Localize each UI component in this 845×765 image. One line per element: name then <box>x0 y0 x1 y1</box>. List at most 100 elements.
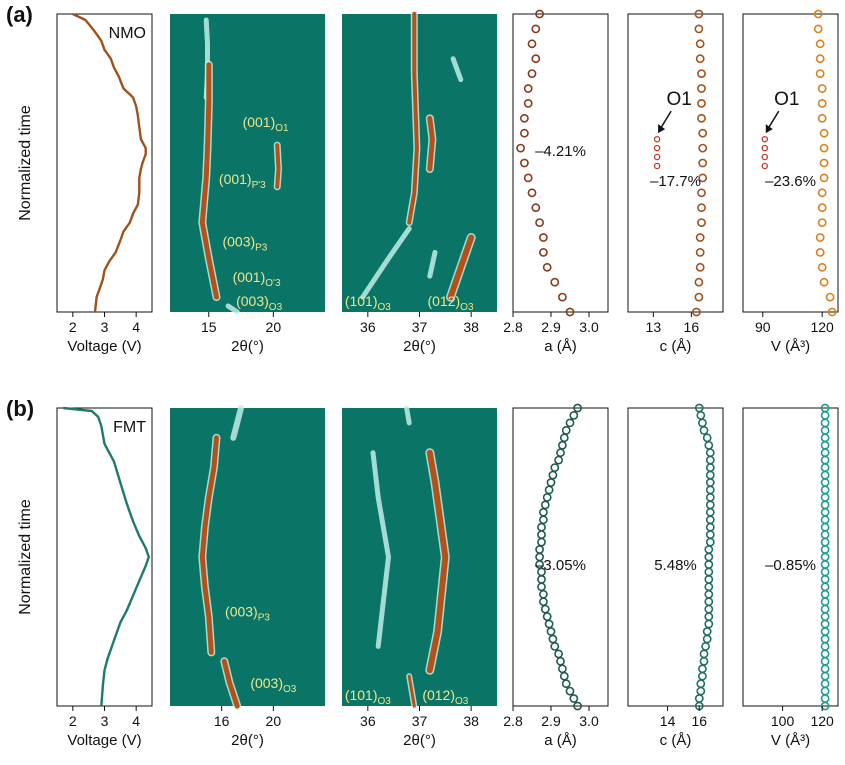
data-point <box>695 54 705 64</box>
data-point <box>698 128 708 138</box>
data-point <box>569 410 579 420</box>
change-percent: 5.48% <box>654 557 697 574</box>
data-point <box>565 686 575 696</box>
change-percent: –4.21% <box>535 143 586 160</box>
data-point <box>817 84 827 93</box>
data-point <box>550 277 560 287</box>
x-axis-label: V (Å³) <box>771 732 810 749</box>
x-tick-label: 3.0 <box>579 319 599 335</box>
annotation-hkl: (003) <box>236 293 269 309</box>
data-point <box>565 418 575 428</box>
data-point <box>699 425 709 435</box>
material-label: NMO <box>109 25 146 42</box>
data-point <box>523 84 533 93</box>
peak-trace-glow <box>230 405 244 441</box>
data-point <box>531 24 541 34</box>
data-point <box>825 292 835 302</box>
data-point <box>539 233 548 242</box>
x-axis-label: a (Å) <box>544 338 577 355</box>
x-tick-label: 3.0 <box>579 713 599 729</box>
o1-label: O1 <box>666 89 691 110</box>
voltage-curve <box>72 12 147 313</box>
annotation-hkl: (003) <box>222 233 255 249</box>
data-point <box>819 277 829 287</box>
data-point <box>523 173 533 183</box>
x-tick-label: 37 <box>412 319 428 335</box>
x-tick-label: 38 <box>463 319 479 335</box>
data-point <box>569 694 579 703</box>
x-tick-label: 120 <box>810 319 834 335</box>
annotation-phase: O3 <box>378 696 392 707</box>
annotation-phase: P'3 <box>252 180 267 191</box>
data-point <box>694 9 704 19</box>
data-point <box>817 218 827 227</box>
x-tick-label: 14 <box>660 713 676 729</box>
data-point <box>815 233 825 242</box>
peak-trace <box>407 12 419 225</box>
x-axis-label: Voltage (V) <box>67 338 141 355</box>
data-point <box>516 143 525 153</box>
o1-data-point <box>761 153 769 161</box>
x-tick-label: 2.8 <box>503 319 523 335</box>
x-tick-label: 100 <box>771 713 795 729</box>
x-tick-label: 36 <box>360 319 376 335</box>
peak-annotation: (001)O1 <box>243 114 289 134</box>
peak-trace-glow <box>450 56 464 83</box>
lattice-c-plot: O1 –17.7% <box>627 9 724 317</box>
lattice-c-plot: 5.48% <box>627 403 724 711</box>
data-point <box>694 292 704 302</box>
x-axis-label: c (Å) <box>660 338 692 355</box>
data-point <box>697 188 706 198</box>
data-point <box>539 247 548 257</box>
o1-data-point <box>761 135 769 143</box>
data-point <box>531 54 541 64</box>
panel-label: (b) <box>6 396 34 421</box>
data-point <box>561 679 571 689</box>
data-point <box>697 203 706 213</box>
x-axis-label: a (Å) <box>544 732 577 749</box>
o1-data-point <box>653 153 661 161</box>
peak-annotation: (001)P'3 <box>219 171 266 191</box>
data-point <box>695 39 705 49</box>
peak-trace <box>199 62 219 300</box>
peak-trace-glow <box>360 226 412 300</box>
annotation-phase: O3 <box>378 302 392 313</box>
x-axis-label: 2θ(°) <box>403 732 436 749</box>
peak-annotation: (012)O3 <box>422 687 468 707</box>
peak-trace-glow <box>370 450 391 649</box>
data-point <box>820 701 830 711</box>
data-point <box>520 158 529 168</box>
data-point <box>694 277 704 287</box>
x-axis-label: V (Å³) <box>771 338 810 355</box>
annotation-hkl: (101) <box>345 293 378 309</box>
data-point <box>697 218 706 227</box>
data-point <box>542 262 552 272</box>
lattice-V-plot: –0.85% <box>742 403 839 711</box>
data-point <box>573 701 582 711</box>
annotation-phase: O3 <box>460 302 474 313</box>
x-tick-label: 3 <box>101 319 109 335</box>
lattice-a-plot: –4.21% <box>512 9 609 317</box>
data-point <box>527 69 537 78</box>
peak-annotation: (101)O3 <box>345 687 391 707</box>
x-tick-label: 20 <box>266 713 282 729</box>
annotation-hkl: (001) <box>243 114 276 130</box>
peak-trace <box>407 674 416 708</box>
data-point <box>813 9 823 19</box>
data-point <box>819 143 829 153</box>
annotation-hkl: (003) <box>225 604 258 620</box>
data-point <box>817 188 827 198</box>
o1-arrow <box>659 110 672 130</box>
x-tick-label: 13 <box>646 319 662 335</box>
data-point <box>817 262 827 272</box>
xrd_low-map: (001)O1(001)P'3(003)P3(001)O'3(003)O3 <box>170 14 325 315</box>
x-tick-label: 2 <box>69 713 77 729</box>
change-percent: –17.7% <box>650 173 701 190</box>
data-point <box>695 262 705 272</box>
data-point <box>523 99 533 108</box>
x-tick-label: 20 <box>266 319 282 335</box>
x-tick-label: 37 <box>412 713 428 729</box>
data-point <box>815 54 825 64</box>
x-tick-label: 2 <box>69 319 77 335</box>
peak-annotation: (003)P3 <box>222 233 267 253</box>
